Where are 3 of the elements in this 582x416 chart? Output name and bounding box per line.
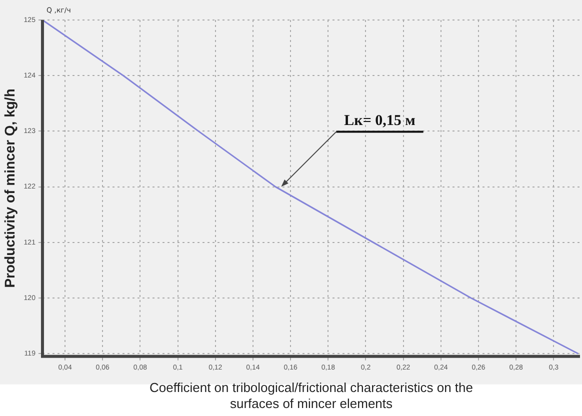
- annotation: Lк= 0,15 м: [344, 113, 416, 130]
- y-axis-title: Productivity of mincer Q, kg/h: [1, 88, 18, 288]
- x-axis-title: Coefficient on tribological/frictional characteristics on the surfaces of mincer elements: [149, 380, 473, 411]
